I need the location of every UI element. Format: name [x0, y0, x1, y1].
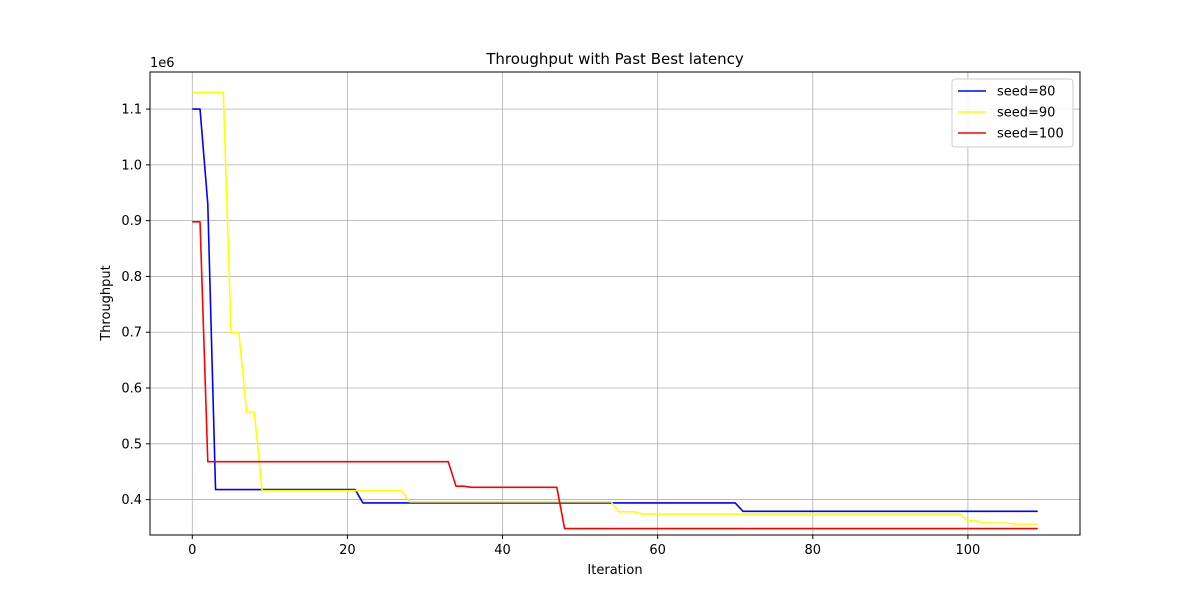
plot-frame: [149, 71, 1081, 536]
y-tick-label: 1.0: [121, 158, 142, 173]
legend-box: [951, 78, 1074, 148]
series-line-seed-100: [192, 220, 1038, 530]
y-tick-label: 0.6: [121, 382, 142, 397]
grid-lines: [150, 72, 1080, 535]
y-tick-label: 0.7: [121, 326, 142, 341]
x-tick-label: 40: [494, 543, 511, 558]
series-lines: [192, 91, 1038, 530]
y-axis-ticks: 0.4 0.5 0.6 0.7 0.8 0.9 1.0 1.1: [121, 103, 150, 508]
legend: seed=80 seed=90 seed=100: [951, 78, 1074, 148]
y-axis-label: Throughput: [99, 265, 114, 342]
legend-entry: seed=100: [997, 127, 1064, 142]
chart-title: Throughput with Past Best latency: [485, 50, 744, 68]
y-axis-multiplier: 1e6: [150, 56, 175, 71]
x-axis-label: Iteration: [587, 563, 642, 578]
legend-entry: seed=80: [997, 85, 1055, 100]
x-axis-ticks: 0 20 40 60 80 100: [188, 535, 980, 558]
y-tick-label: 1.1: [121, 103, 142, 118]
y-tick-label: 0.5: [121, 437, 142, 452]
x-tick-label: 80: [805, 543, 822, 558]
x-tick-label: 20: [339, 543, 356, 558]
y-tick-label: 0.4: [121, 493, 142, 508]
y-tick-label: 0.9: [121, 214, 142, 229]
series-line-seed-90: [192, 91, 1038, 525]
legend-entry: seed=90: [997, 106, 1055, 121]
x-tick-label: 0: [188, 543, 196, 558]
y-tick-label: 0.8: [121, 270, 142, 285]
x-tick-label: 100: [956, 543, 981, 558]
series-line-seed-80: [192, 108, 1038, 513]
x-tick-label: 60: [649, 543, 666, 558]
